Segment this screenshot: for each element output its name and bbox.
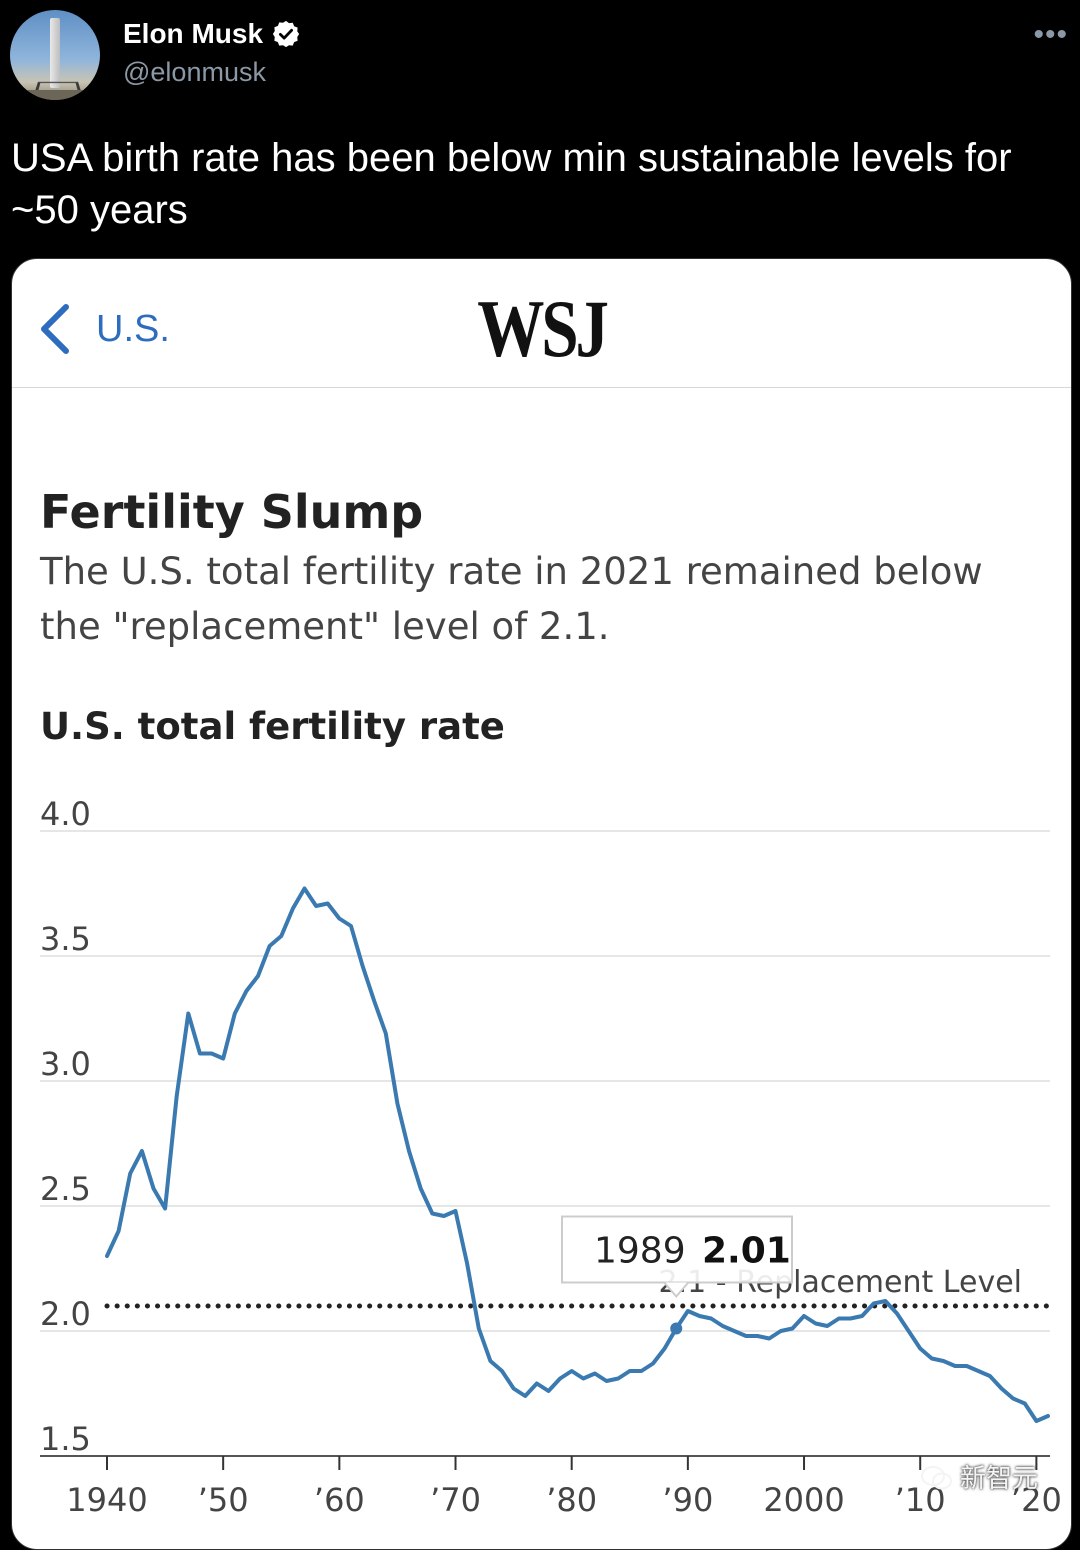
x-tick-label: 2000 xyxy=(763,1481,844,1519)
y-tick-label: 3.0 xyxy=(40,1045,91,1083)
author-name-row[interactable]: Elon Musk xyxy=(123,18,301,50)
y-tick-label: 4.0 xyxy=(40,795,91,833)
chart-title: U.S. total fertility rate xyxy=(40,705,505,748)
article-card[interactable]: U.S. WSJ Fertility Slump The U.S. total … xyxy=(11,258,1072,1550)
y-tick-label: 2.5 xyxy=(40,1170,91,1208)
x-tick-label: ’60 xyxy=(314,1481,365,1519)
wsj-logo: WSJ xyxy=(477,283,609,374)
avatar[interactable] xyxy=(10,10,100,100)
tooltip-point[interactable] xyxy=(670,1322,683,1335)
wechat-icon xyxy=(921,1466,952,1490)
x-tick-label: ’70 xyxy=(430,1481,481,1519)
tooltip-year: 1989 xyxy=(594,1231,686,1272)
watermark-text: 新智元 xyxy=(960,1463,1039,1493)
x-tick-label: ’20 xyxy=(1011,1481,1062,1519)
watermark: 新智元 xyxy=(920,1462,1038,1494)
article-dek: The U.S. total fertility rate in 2021 re… xyxy=(40,550,983,648)
tooltip-value: 2.01 xyxy=(702,1231,791,1272)
fertility-rate-line xyxy=(105,886,1050,1423)
author-handle[interactable]: @elonmusk xyxy=(123,57,266,87)
tooltip-box xyxy=(561,1215,793,1284)
x-tick-label: 1940 xyxy=(66,1481,147,1519)
tweet-text: USA birth rate has been below min sustai… xyxy=(11,136,1012,232)
chevron-left-icon[interactable] xyxy=(36,303,72,355)
y-tick-label: 1.5 xyxy=(40,1420,91,1458)
x-tick-label: ’50 xyxy=(198,1481,249,1519)
y-tick-label: 3.5 xyxy=(40,920,91,958)
rocket-shape xyxy=(50,18,60,88)
fertility-rate-chart: 2.1 - Replacement Level 1.52.02.53.03.54… xyxy=(40,795,1062,1519)
card-header: U.S. WSJ xyxy=(12,259,1071,388)
article-headline: Fertility Slump xyxy=(40,485,424,539)
author-name[interactable]: Elon Musk xyxy=(123,18,264,49)
x-tick-label: ’90 xyxy=(662,1481,713,1519)
x-tick-label: ’80 xyxy=(546,1481,597,1519)
more-options-icon[interactable]: ••• xyxy=(1033,18,1068,51)
y-tick-label: 2.0 xyxy=(40,1295,91,1333)
verified-badge-icon xyxy=(272,20,300,48)
landing-pad-shape xyxy=(10,90,100,100)
back-link-label[interactable]: U.S. xyxy=(96,308,170,350)
tooltip-pointer xyxy=(663,1281,690,1299)
